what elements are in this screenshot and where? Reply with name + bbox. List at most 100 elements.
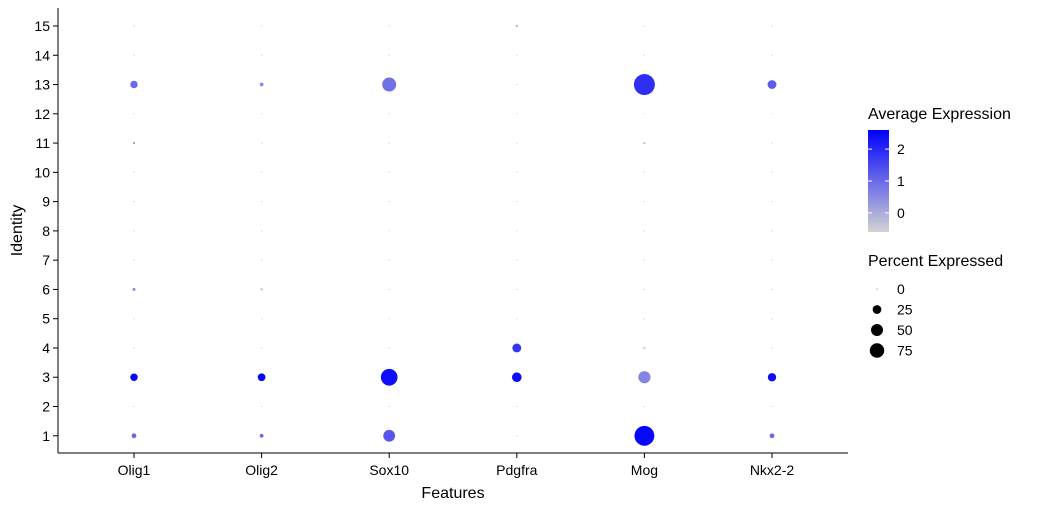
dot-pdgfra-12 [516, 113, 518, 115]
dot-mog-14 [643, 54, 646, 56]
dot-olig2-15 [261, 25, 263, 27]
dot-nkx2-2-13 [767, 80, 777, 89]
dot-pdgfra-2 [516, 405, 518, 408]
dot-mog-11 [643, 142, 646, 145]
dot-pdgfra-13 [516, 83, 518, 86]
color-legend-label: 1 [897, 173, 905, 189]
y-tick-label: 6 [42, 281, 50, 297]
dot-olig2-8 [261, 230, 263, 232]
dot-nkx2-2-5 [771, 318, 773, 320]
size-legend-label: 50 [897, 322, 913, 338]
dot-olig2-4 [261, 347, 263, 349]
dot-nkx2-2-1 [769, 433, 775, 439]
dot-mog-8 [643, 230, 646, 232]
size-legend-title: Percent Expressed [868, 253, 1003, 270]
dot-mog-15 [643, 25, 646, 27]
dot-nkx2-2-10 [771, 171, 773, 173]
dot-mog-4 [643, 346, 646, 350]
dot-mog-9 [643, 201, 646, 203]
dot-nkx2-2-9 [771, 201, 773, 203]
dot-mog-12 [643, 113, 646, 115]
dot-olig2-9 [261, 201, 263, 203]
dot-sox10-15 [388, 25, 390, 27]
dot-sox10-2 [388, 405, 390, 408]
dot-olig1-8 [133, 230, 135, 232]
y-tick-label: 12 [34, 106, 50, 122]
y-tick-label: 8 [42, 223, 50, 239]
dot-olig1-14 [133, 54, 135, 56]
y-axis-title: Identity [9, 205, 26, 257]
size-legend-dot [872, 305, 882, 314]
dot-mog-5 [643, 318, 646, 320]
color-legend-label: 0 [897, 205, 905, 221]
dot-pdgfra-14 [516, 54, 518, 56]
dot-olig2-5 [261, 318, 263, 320]
y-tick-label: 10 [34, 164, 50, 180]
dot-sox10-8 [388, 230, 390, 232]
dot-mog-13 [633, 74, 655, 96]
dot-mog-7 [643, 259, 646, 261]
dot-nkx2-2-15 [771, 25, 773, 27]
x-tick-label: Mog [631, 462, 658, 478]
dot-pdgfra-8 [516, 230, 518, 232]
size-legend-dot [871, 324, 883, 336]
dot-olig1-12 [133, 113, 135, 115]
dot-mog-10 [643, 171, 646, 173]
y-tick-label: 5 [42, 311, 50, 327]
x-tick-label: Sox10 [369, 462, 409, 478]
x-tick-label: Pdgfra [496, 462, 537, 478]
color-legend-title: Average Expression [868, 106, 1011, 123]
y-tick-label: 2 [42, 399, 50, 415]
color-legend: Average Expression 0 1 2 [868, 106, 1011, 232]
dot-olig2-14 [261, 54, 263, 56]
dot-nkx2-2-4 [771, 347, 773, 349]
dot-pdgfra-7 [516, 259, 518, 261]
dot-pdgfra-5 [516, 318, 518, 320]
dot-olig2-3 [257, 373, 266, 382]
dot-mog-1 [634, 425, 655, 446]
size-legend: Percent Expressed 0 25 50 75 [868, 253, 1003, 359]
dot-nkx2-2-3 [767, 373, 777, 382]
y-tick-label: 1 [42, 428, 50, 444]
dot-olig2-13 [259, 82, 264, 87]
dot-olig2-12 [261, 113, 263, 115]
dot-olig1-4 [133, 347, 135, 349]
dot-sox10-4 [388, 347, 390, 349]
y-tick-label: 14 [34, 47, 50, 63]
dot-sox10-10 [388, 171, 390, 173]
y-tick-label: 9 [42, 194, 50, 210]
dot-olig2-1 [259, 433, 264, 438]
size-legend-label: 0 [897, 281, 905, 297]
dot-nkx2-2-7 [771, 259, 773, 261]
x-tick-label: Olig2 [245, 462, 278, 478]
dot-olig1-15 [133, 25, 135, 27]
dot-olig1-3 [130, 373, 138, 381]
dot-sox10-11 [388, 142, 390, 144]
dot-olig1-9 [133, 201, 135, 203]
size-legend-dot [869, 343, 885, 358]
dot-olig1-5 [133, 318, 135, 320]
dot-olig2-2 [261, 405, 263, 408]
dot-pdgfra-4 [512, 343, 522, 353]
y-tick-label: 3 [42, 369, 50, 385]
dot-sox10-14 [388, 54, 390, 56]
dot-sox10-5 [388, 318, 390, 320]
dot-sox10-7 [388, 259, 390, 261]
dot-nkx2-2-2 [771, 405, 773, 408]
dot-mog-6 [643, 288, 646, 291]
y-tick-label: 15 [34, 18, 50, 34]
dot-sox10-1 [383, 429, 396, 442]
dot-olig1-6 [132, 287, 136, 291]
size-legend-label: 25 [897, 302, 913, 318]
dot-olig1-10 [133, 171, 135, 173]
dot-sox10-13 [382, 77, 397, 92]
dot-pdgfra-10 [516, 171, 518, 173]
plot-area [130, 24, 777, 446]
dot-pdgfra-15 [515, 24, 518, 28]
dot-nkx2-2-14 [771, 54, 773, 56]
dot-olig2-7 [261, 259, 263, 261]
dot-nkx2-2-8 [771, 230, 773, 232]
dot-pdgfra-6 [516, 288, 518, 291]
x-axis-title: Features [421, 485, 484, 502]
dot-pdgfra-11 [516, 142, 518, 144]
